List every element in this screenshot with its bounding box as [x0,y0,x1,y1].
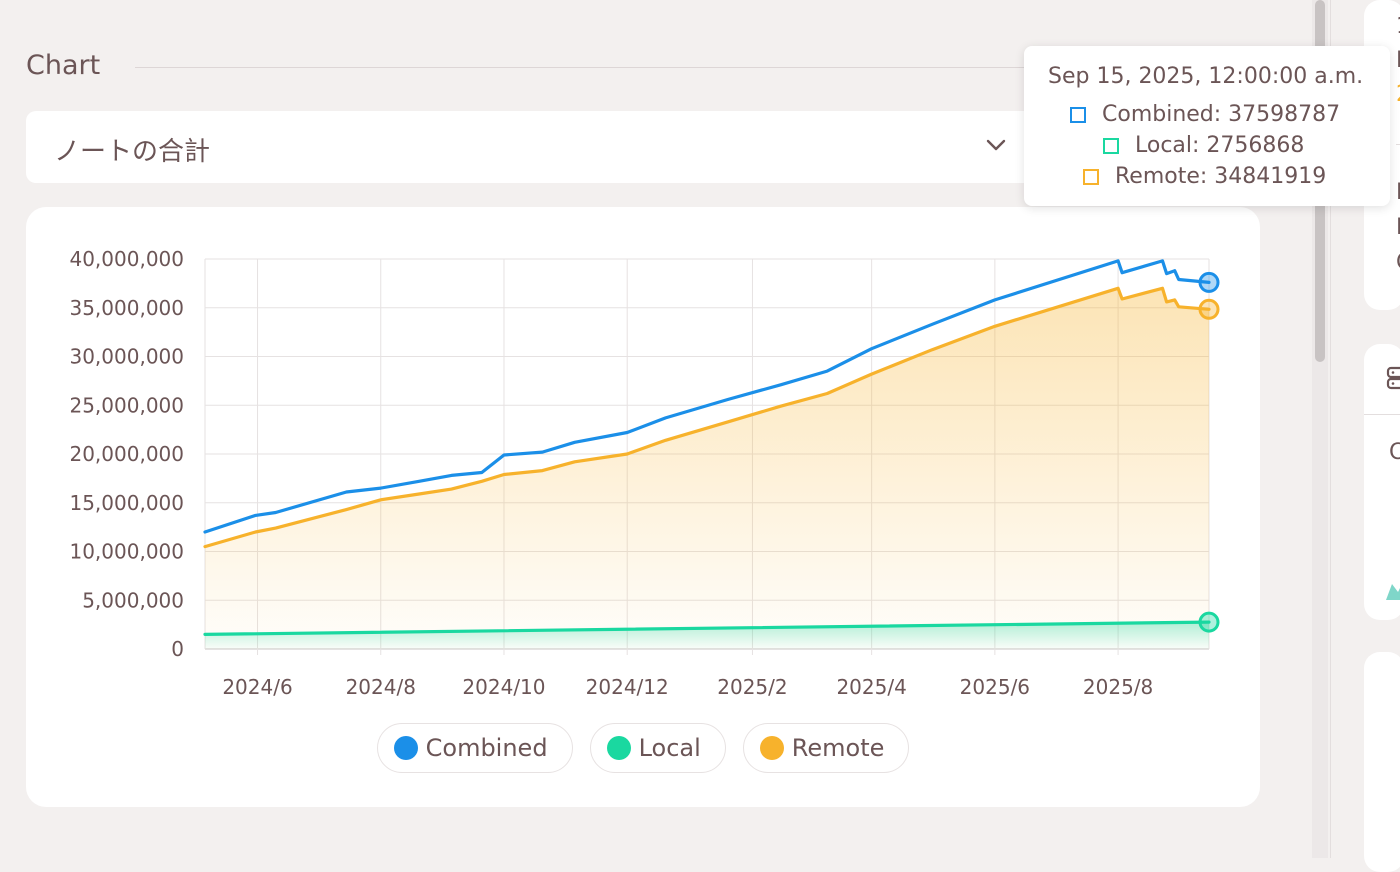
metric-select[interactable]: ノートの合計 [26,111,1036,183]
legend-label-combined: Combined [425,734,548,762]
tooltip-label-combined: Combined: 37598787 [1102,102,1341,127]
legend-label-remote: Remote [791,734,885,762]
point-local [1198,611,1220,633]
point-remote [1198,298,1220,320]
side-widget-card-2: C [1364,344,1400,620]
x-tick-label: 2025/8 [1083,675,1153,699]
area-remote [205,288,1209,649]
tooltip-swatch-local [1103,137,1119,154]
tooltip-title: Sep 15, 2025, 12:00:00 a.m. [1048,64,1364,89]
tooltip-swatch-remote [1083,168,1099,185]
y-tick-label: 5,000,000 [82,588,184,612]
panel-divider [1330,0,1331,858]
y-tick-label: 10,000,000 [69,540,184,564]
point-combined [1198,271,1220,293]
legend-dot-combined [393,736,418,760]
side-widget-glyph: C [1396,250,1400,275]
x-tick-label: 2024/6 [222,675,292,699]
tooltip-row-combined: Combined: 37598787 [1070,102,1340,127]
tooltip-row-local: Local: 2756868 [1103,133,1304,158]
chart-card: 40,000,000 35,000,000 30,000,000 25,000,000… [26,207,1260,807]
legend-label-local: Local [638,734,701,762]
side-widget-divider [1364,414,1400,415]
side-widget-card-3 [1364,652,1400,872]
x-tick-label: 2025/4 [836,675,906,699]
side-widget-glyph: D [1396,180,1400,205]
side-widget-glyph: I [1396,48,1400,73]
tooltip-swatch-combined [1070,106,1086,123]
chart-tooltip: Sep 15, 2025, 12:00:00 a.m. Combined: 37… [1024,46,1390,206]
y-tick-label: 20,000,000 [69,442,184,466]
server-icon [1386,366,1400,390]
tooltip-label-remote: Remote: 34841919 [1115,164,1327,189]
y-tick-label: 0 [171,637,184,661]
side-widget-glyph: 2 [1396,82,1400,107]
x-tick-label: 2025/2 [717,675,787,699]
x-tick-label: 2024/8 [346,675,416,699]
y-tick-label: 15,000,000 [69,491,184,515]
side-widget-glyph: C [1389,440,1400,465]
x-tick-label: 2024/12 [586,675,669,699]
legend-dot-local [606,736,631,760]
chart-thumbnail-icon [1386,584,1400,600]
legend-item-local[interactable]: Local [589,723,726,773]
y-tick-label: 40,000,000 [69,247,184,271]
tooltip-label-local: Local: 2756868 [1135,133,1305,158]
line-chart: 40,000,000 35,000,000 30,000,000 25,000,000… [69,247,1220,699]
line-combined [203,259,1211,534]
legend-dot-remote [759,736,784,760]
y-tick-label: 30,000,000 [69,345,184,369]
x-tick-label: 2024/10 [462,675,545,699]
y-tick-label: 25,000,000 [69,393,184,417]
chevron-down-icon [986,139,1006,151]
metric-select-value: ノートの合計 [54,137,211,167]
tooltip-row-remote: Remote: 34841919 [1083,164,1326,189]
section-divider [135,67,1025,68]
y-tick-label: 35,000,000 [69,296,184,320]
side-widget-glyph: I [1396,215,1400,240]
legend-item-combined[interactable]: Combined [376,723,573,773]
chart-legend: Combined Local Remote [26,723,1260,773]
side-widget-glyph: 1 [1396,14,1400,39]
legend-item-remote[interactable]: Remote [742,723,910,773]
x-tick-label: 2025/6 [960,675,1030,699]
line-remote [203,286,1211,549]
side-widget-divider [1396,144,1400,145]
line-local [203,620,1211,636]
section-title: Chart [26,50,101,81]
